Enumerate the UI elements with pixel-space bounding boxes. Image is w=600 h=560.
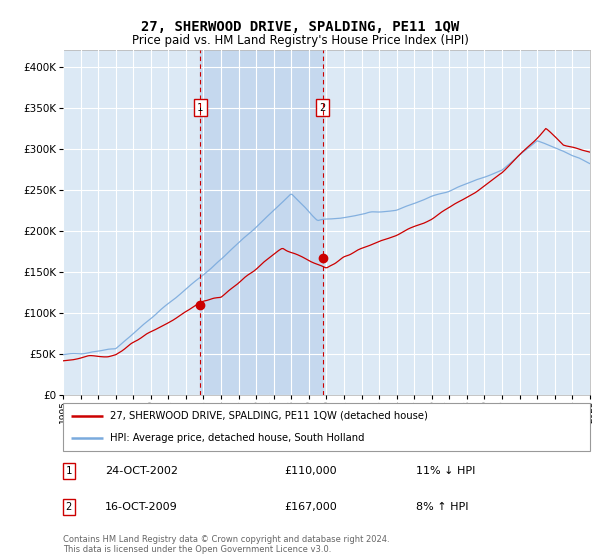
Text: 1: 1 (197, 103, 203, 113)
Text: 16-OCT-2009: 16-OCT-2009 (105, 502, 178, 512)
Text: 27, SHERWOOD DRIVE, SPALDING, PE11 1QW (detached house): 27, SHERWOOD DRIVE, SPALDING, PE11 1QW (… (110, 410, 428, 421)
Text: Price paid vs. HM Land Registry's House Price Index (HPI): Price paid vs. HM Land Registry's House … (131, 34, 469, 46)
Text: 8% ↑ HPI: 8% ↑ HPI (416, 502, 469, 512)
Text: 27, SHERWOOD DRIVE, SPALDING, PE11 1QW: 27, SHERWOOD DRIVE, SPALDING, PE11 1QW (141, 20, 459, 34)
Text: £167,000: £167,000 (284, 502, 337, 512)
Text: 1: 1 (65, 466, 72, 476)
Text: 2: 2 (65, 502, 72, 512)
FancyBboxPatch shape (63, 403, 590, 451)
Text: Contains HM Land Registry data © Crown copyright and database right 2024.
This d: Contains HM Land Registry data © Crown c… (63, 535, 389, 554)
Text: 11% ↓ HPI: 11% ↓ HPI (416, 466, 475, 476)
Bar (200, 50, 323, 395)
Text: HPI: Average price, detached house, South Holland: HPI: Average price, detached house, Sout… (110, 433, 365, 444)
Text: £110,000: £110,000 (284, 466, 337, 476)
Text: 2: 2 (320, 103, 326, 113)
Text: 24-OCT-2002: 24-OCT-2002 (105, 466, 178, 476)
